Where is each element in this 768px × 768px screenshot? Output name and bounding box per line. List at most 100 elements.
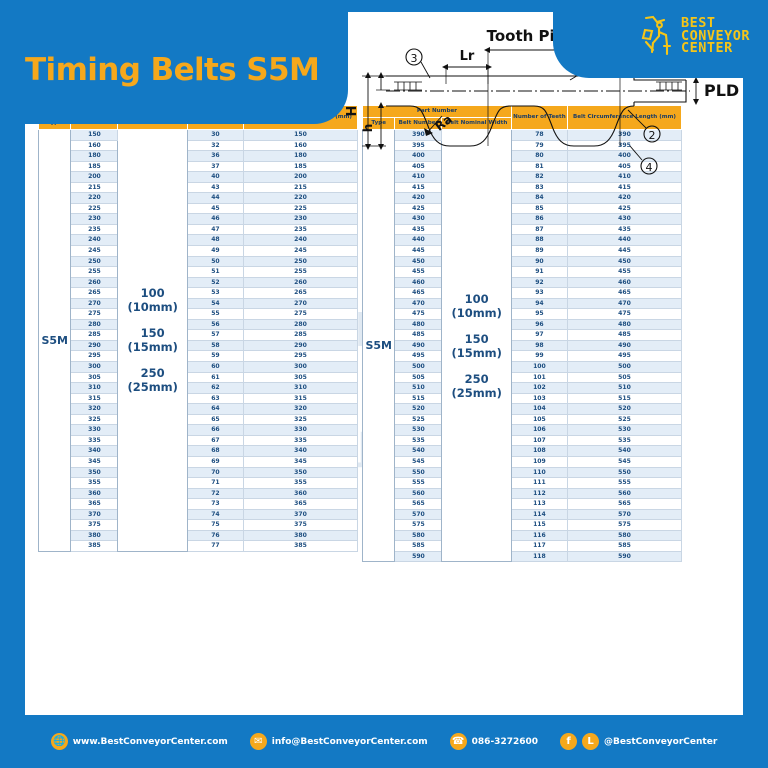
- cell-number-of-teeth: 94: [510, 297, 568, 310]
- table-row: 430 86 430: [363, 213, 683, 225]
- cell-circumference-length: 545: [566, 455, 683, 468]
- cell-belt-number: 525: [394, 413, 443, 426]
- table-row: 235 47 235: [39, 223, 359, 236]
- cell-belt-number: 450: [394, 255, 443, 268]
- width-code: 100: [140, 286, 165, 301]
- cell-number-of-teeth: 58: [186, 339, 244, 352]
- table-row: 355 71 355: [39, 477, 359, 489]
- table-row: 540 108 540: [363, 445, 683, 457]
- cell-belt-number: 425: [394, 202, 443, 215]
- cell-circumference-length: 275: [242, 308, 359, 320]
- table-row: 575 115 575: [363, 519, 683, 531]
- cell-circumference-length: 570: [566, 508, 683, 521]
- cell-circumference-length: 290: [242, 339, 359, 352]
- table-row: 375 75 375: [39, 519, 359, 531]
- table-row: 395 79 395: [363, 139, 683, 152]
- table-row: 485 97 485: [363, 329, 683, 341]
- cell-belt-number: 370: [70, 508, 119, 521]
- cell-circumference-length: 500: [566, 361, 683, 373]
- cell-belt-number: 335: [70, 434, 119, 447]
- cell-belt-number: 590: [394, 550, 443, 563]
- cell-belt-number: 515: [394, 392, 443, 405]
- cell-number-of-teeth: 86: [510, 213, 568, 225]
- cell-number-of-teeth: 90: [510, 255, 568, 268]
- cell-belt-number: 460: [394, 276, 443, 289]
- table-row: 290 58 290: [39, 339, 359, 352]
- cell-circumference-length: 305: [242, 371, 359, 384]
- table-row: 500 100 500: [363, 361, 683, 373]
- cell-circumference-length: 335: [242, 434, 359, 447]
- cell-belt-number: 180: [70, 150, 119, 162]
- logo-banner: [553, 0, 768, 78]
- cell-belt-number: 150: [70, 129, 119, 141]
- table-row: S5M 390 100 (10mm) 150 (15mm) 250 (25mm) 78 390: [361, 128, 683, 563]
- cell-belt-number: 220: [70, 192, 119, 204]
- cell-belt-number: 355: [70, 477, 119, 489]
- table-row: 255 51 255: [39, 266, 359, 278]
- cell-number-of-teeth: 37: [186, 160, 244, 173]
- footer-email[interactable]: ✉ info@BestConveyorCenter.com: [249, 733, 428, 750]
- cell-circumference-length: 265: [242, 287, 359, 299]
- spec-table-left: Part Number Number of Teeth Belt Circumf…: [37, 105, 359, 552]
- width-code: 100: [464, 291, 489, 306]
- table-row: 565 113 565: [363, 498, 683, 510]
- spec-table-right-body: S5M 390 100 (10mm) 150 (15mm) 250 (25mm) 78 390 39…: [361, 128, 683, 563]
- cell-belt-number: 585: [394, 540, 443, 552]
- cell-belt-number: 430: [394, 213, 443, 225]
- table-row: 425 85 425: [363, 202, 683, 215]
- facebook-icon[interactable]: f: [560, 733, 578, 750]
- brand-logo: BEST CONVEYOR CENTER: [640, 14, 750, 58]
- table-row: 320 64 320: [39, 403, 359, 415]
- cell-belt-number: 300: [70, 361, 119, 373]
- cell-circumference-length: 505: [566, 371, 683, 384]
- cell-belt-number: 350: [70, 466, 119, 479]
- cell-belt-number: 465: [394, 287, 443, 299]
- cell-number-of-teeth: 44: [186, 192, 244, 204]
- table-row: 360 72 360: [39, 487, 359, 500]
- cell-belt-number: 380: [70, 529, 119, 542]
- cell-number-of-teeth: 110: [510, 466, 568, 479]
- table-row: 260 52 260: [39, 276, 359, 289]
- envelope-icon: ✉: [249, 733, 267, 750]
- table-row: 490 98 490: [363, 339, 683, 352]
- cell-number-of-teeth: 57: [186, 329, 244, 341]
- table-row: 270 54 270: [39, 297, 359, 310]
- width-gap: [120, 354, 185, 366]
- table-row: 240 48 240: [39, 234, 359, 246]
- table-row: 315 63 315: [39, 392, 359, 405]
- globe-icon: 🌐: [50, 733, 68, 750]
- cell-number-of-teeth: 100: [510, 361, 568, 373]
- width-code: 150: [464, 331, 489, 346]
- cell-number-of-teeth: 60: [186, 361, 244, 373]
- cell-number-of-teeth: 115: [510, 519, 568, 531]
- cell-number-of-teeth: 67: [186, 434, 244, 447]
- cell-circumference-length: 560: [566, 487, 683, 500]
- cell-belt-number: 295: [70, 350, 119, 363]
- table-row: 345 69 345: [39, 455, 359, 468]
- cell-circumference-length: 540: [566, 445, 683, 457]
- table-row: 200 40 200: [39, 171, 359, 183]
- footer-phone[interactable]: ☎ 086-3272600: [449, 733, 538, 750]
- cell-number-of-teeth: 30: [186, 129, 244, 141]
- cell-circumference-length: 440: [566, 234, 683, 246]
- cell-number-of-teeth: 113: [510, 498, 568, 510]
- line-icon[interactable]: L: [582, 733, 600, 750]
- cell-number-of-teeth: 47: [186, 223, 244, 236]
- cell-belt-number: 325: [70, 413, 119, 426]
- table-row: 325 65 325: [39, 413, 359, 426]
- cell-circumference-length: 520: [566, 403, 683, 415]
- table-row: 510 102 510: [363, 382, 683, 394]
- footer-social[interactable]: f L @BestConveyorCenter: [560, 733, 717, 750]
- cell-circumference-length: 580: [566, 529, 683, 542]
- header-belt-number-right: Belt Number: [394, 117, 443, 130]
- table-row: 555 111 555: [363, 477, 683, 489]
- footer-website[interactable]: 🌐 www.BestConveyorCenter.com: [50, 733, 228, 750]
- spec-table-left-body: S5M 150 100 (10mm) 150 (15mm) 250 (25mm) 30 150 16…: [37, 129, 359, 552]
- width-code: 250: [464, 371, 489, 386]
- cell-circumference-length: 220: [242, 192, 359, 204]
- table-row: 230 46 230: [39, 213, 359, 225]
- header-type-right: Type: [361, 117, 396, 130]
- cell-circumference-length: 455: [566, 266, 683, 278]
- cell-number-of-teeth: 117: [510, 540, 568, 552]
- cell-belt-number: 360: [70, 487, 119, 500]
